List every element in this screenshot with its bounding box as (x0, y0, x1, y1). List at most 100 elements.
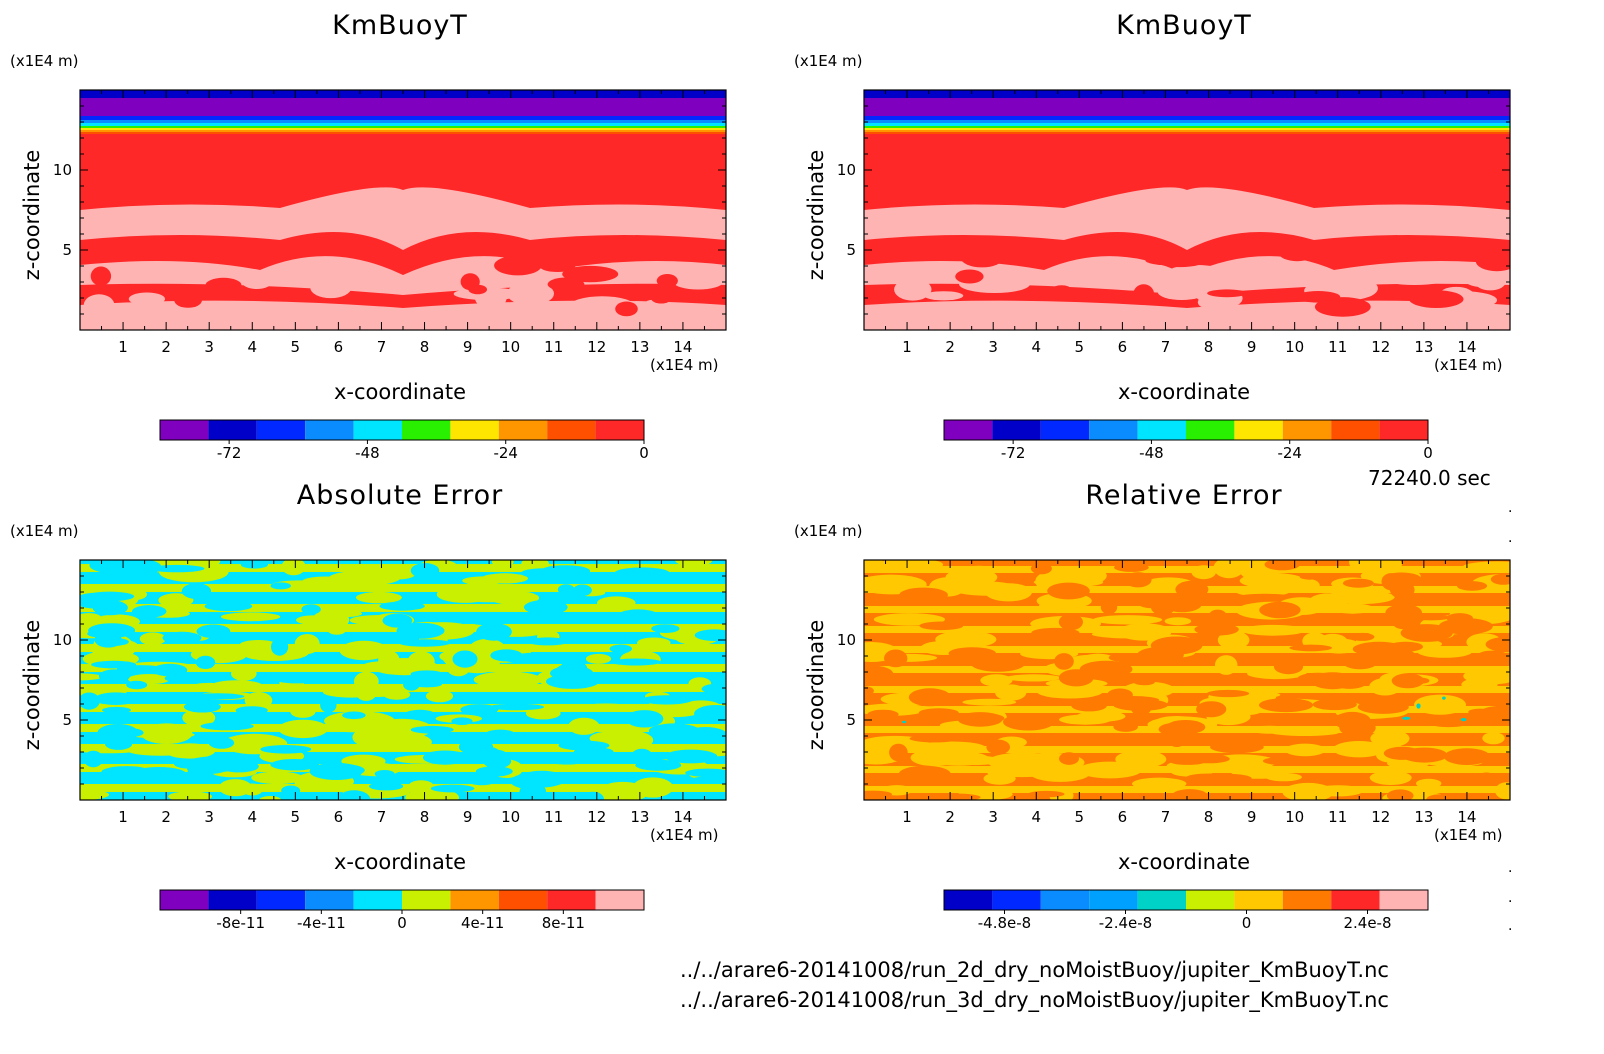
contour-patch (1124, 715, 1153, 724)
contour-patch (909, 734, 960, 743)
contour-patch (585, 653, 612, 664)
x-axis-label: x-coordinate (333, 850, 466, 874)
contour-patch (1108, 653, 1139, 662)
contour-patch (183, 701, 221, 713)
colorbar-swatch (353, 890, 402, 910)
contour-patch (309, 762, 363, 780)
contour-patch (625, 710, 664, 728)
contour-patch (97, 724, 139, 742)
colorbar-swatch (595, 420, 644, 440)
contour-patch (581, 703, 631, 712)
contour-patch (520, 568, 567, 579)
contour-patch (460, 273, 480, 291)
contour-patch (1391, 673, 1425, 689)
contour-patch (919, 621, 964, 631)
contour-patch (558, 740, 610, 751)
contour-patch (94, 632, 122, 648)
contour-patch (218, 779, 252, 797)
x-tick-label: 7 (377, 808, 387, 826)
pink-contour (80, 256, 726, 295)
colorbar-swatch (160, 890, 209, 910)
contour-patch (1027, 790, 1065, 798)
contour-patch (1210, 741, 1264, 754)
top-band (80, 98, 726, 116)
colorbar-swatch (547, 890, 596, 910)
contour-patch (80, 692, 100, 710)
contour-field (864, 560, 1510, 800)
colorbar-swatch (595, 890, 644, 910)
contour-patch (196, 624, 231, 639)
x-tick-label: 4 (1031, 808, 1041, 826)
x-tick-label: 7 (1161, 338, 1171, 356)
file-path-3d: ../../arare6-20141008/run_3d_dry_noMoist… (680, 988, 1389, 1012)
colorbar: -72 -48 -24 0 (943, 419, 1433, 462)
error-band (864, 706, 1510, 713)
colorbar-swatch (1234, 420, 1283, 440)
separator-dot: . (1508, 530, 1513, 546)
contour-patch (1132, 777, 1187, 790)
contour-patch (1238, 593, 1292, 600)
contour-patch (597, 596, 636, 610)
colorbar-swatch (402, 420, 451, 440)
contour-patch (296, 615, 330, 625)
contour-patch (1388, 641, 1423, 652)
contour-patch (379, 601, 425, 611)
contour-patch (1414, 694, 1466, 715)
contour-patch (1198, 615, 1233, 628)
colorbar-swatch (944, 420, 993, 440)
contour-patch (164, 674, 188, 682)
colorbar: -8e-11 -4e-11 0 4e-11 8e-11 (159, 889, 645, 932)
colorbar-swatch (1379, 420, 1428, 440)
z-tick-label: 10 (53, 161, 72, 179)
x-tick-label: 14 (673, 808, 692, 826)
error-band (80, 584, 726, 592)
colorbar-label: -48 (1139, 444, 1164, 462)
x-axis-label: x-coordinate (333, 380, 466, 404)
contour-patch (1054, 569, 1081, 586)
contour-patch (90, 266, 112, 286)
x-unit-label: (x1E4 m) (1434, 826, 1503, 844)
contour-patch (572, 584, 592, 597)
x-tick-label: 12 (587, 338, 606, 356)
contour-patch (864, 576, 880, 587)
colorbar-swatch (160, 420, 209, 440)
contour-patch (540, 261, 576, 273)
contour-patch (1402, 716, 1411, 720)
contour-patch (355, 682, 378, 701)
colorbar-label: 4e-11 (461, 914, 504, 932)
contour-patch (89, 560, 136, 574)
x-tick-label: 11 (544, 338, 563, 356)
contour-patch (1369, 770, 1412, 785)
colorbar-swatch (1379, 890, 1428, 910)
contour-patch (1416, 778, 1442, 789)
contour-patch (1273, 659, 1304, 675)
contour-patch (204, 601, 253, 612)
contour-patch (1172, 789, 1208, 800)
contour-patch (382, 613, 413, 628)
contour-patch (1478, 650, 1507, 660)
colorbar-label: 2.4e-8 (1343, 914, 1391, 932)
contour-patch (962, 565, 996, 574)
contour-patch (547, 757, 587, 765)
contour-patch (139, 632, 166, 646)
contour-patch (454, 587, 523, 603)
top-band (80, 123, 726, 126)
contour-patch (1259, 698, 1313, 713)
contour-patch (1475, 251, 1510, 272)
colorbar-swatch (1089, 890, 1138, 910)
contour-patch (281, 560, 306, 576)
x-tick-label: 4 (247, 808, 257, 826)
top-band (80, 116, 726, 120)
contour-patch (685, 768, 726, 777)
x-axis-label: x-coordinate (1117, 850, 1250, 874)
contour-patch (83, 294, 115, 316)
error-band (80, 684, 726, 692)
x-tick-label: 2 (945, 338, 955, 356)
contour-patch (521, 560, 549, 570)
x-unit-label: (x1E4 m) (650, 356, 719, 374)
x-tick-label: 4 (1031, 338, 1041, 356)
contour-patch (876, 560, 944, 571)
contour-patch (1005, 674, 1061, 682)
